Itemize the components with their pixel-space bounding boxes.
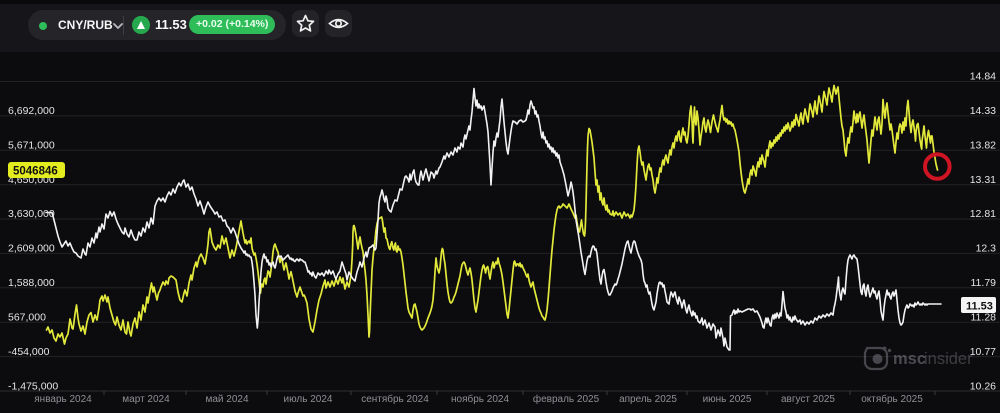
svg-text:insider: insider	[924, 350, 973, 368]
svg-text:567,000: 567,000	[8, 311, 46, 323]
svg-text:-1,475,000: -1,475,000	[8, 380, 58, 392]
svg-text:-454,000: -454,000	[8, 346, 50, 358]
svg-text:май 2024: май 2024	[205, 394, 248, 405]
svg-text:2,609,000: 2,609,000	[8, 243, 55, 255]
svg-text:13.82: 13.82	[970, 139, 996, 151]
svg-text:14.84: 14.84	[970, 71, 996, 83]
svg-text:июль 2024: июль 2024	[284, 394, 333, 405]
svg-text:ноябрь 2024: ноябрь 2024	[451, 393, 509, 405]
svg-text:5,671,000: 5,671,000	[8, 139, 55, 151]
svg-text:сентябрь 2024: сентябрь 2024	[361, 393, 429, 405]
svg-text:11.28: 11.28	[971, 312, 997, 324]
svg-text:февраль 2025: февраль 2025	[533, 393, 600, 405]
svg-text:msc: msc	[893, 350, 926, 368]
svg-text:5046846: 5046846	[13, 166, 58, 178]
svg-text:10.26: 10.26	[970, 380, 996, 392]
svg-text:11.79: 11.79	[971, 277, 997, 289]
svg-text:октябрь 2025: октябрь 2025	[861, 393, 923, 405]
svg-text:12.81: 12.81	[970, 208, 996, 220]
svg-text:11.53: 11.53	[966, 301, 993, 313]
svg-text:июнь 2025: июнь 2025	[703, 394, 752, 405]
svg-text:13.31: 13.31	[970, 174, 996, 186]
svg-text:1,588,000: 1,588,000	[8, 277, 55, 289]
svg-text:10.77: 10.77	[970, 346, 996, 358]
svg-text:3,630,000: 3,630,000	[8, 208, 55, 220]
svg-text:6,692,000: 6,692,000	[8, 105, 55, 117]
svg-text:14.33: 14.33	[970, 105, 996, 117]
svg-text:август 2025: август 2025	[781, 394, 835, 405]
svg-text:12.3: 12.3	[976, 243, 997, 255]
svg-text:март 2024: март 2024	[122, 394, 170, 405]
svg-text:январь 2024: январь 2024	[34, 394, 92, 405]
svg-text:апрель 2025: апрель 2025	[619, 394, 677, 405]
